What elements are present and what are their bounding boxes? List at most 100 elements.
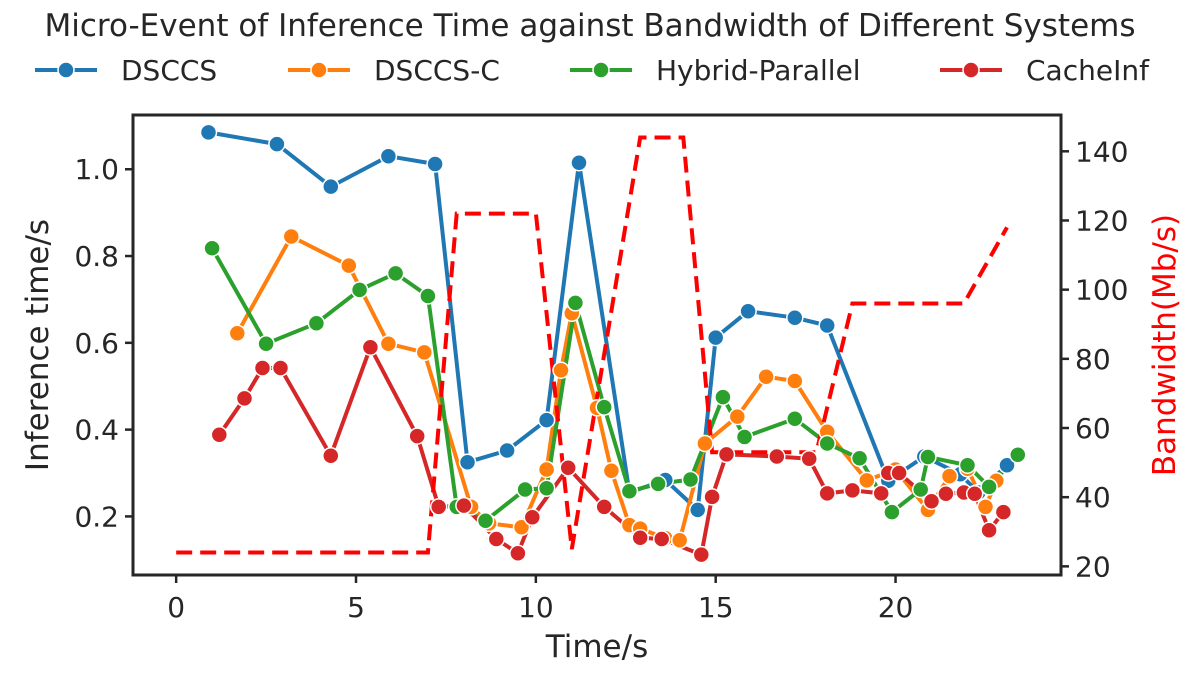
point-cacheinf <box>937 485 955 503</box>
point-dsccs-c <box>976 498 995 516</box>
point-hybrid-parallel <box>919 448 937 466</box>
point-cacheinf <box>487 530 506 548</box>
point-dsccs <box>199 123 218 142</box>
point-dsccs-c <box>379 334 398 353</box>
point-dsccs <box>688 501 707 519</box>
point-hybrid-parallel <box>566 294 585 312</box>
point-cacheinf <box>408 427 426 445</box>
point-hybrid-parallel <box>307 314 326 333</box>
point-cacheinf <box>652 530 671 548</box>
y-axis-label: Inference time/s <box>20 219 56 471</box>
x-tick-label: 5 <box>347 591 365 624</box>
point-hybrid-parallel <box>203 239 221 257</box>
point-cacheinf <box>210 426 229 444</box>
point-dsccs-c <box>228 324 247 343</box>
y2-tick-label: 60 <box>1075 412 1111 445</box>
point-cacheinf <box>717 445 736 464</box>
point-hybrid-parallel <box>649 475 667 493</box>
point-dsccs <box>818 316 836 335</box>
point-cacheinf <box>509 544 527 563</box>
legend-marker <box>592 61 610 79</box>
point-hybrid-parallel <box>883 503 901 521</box>
point-cacheinf <box>253 359 272 377</box>
point-hybrid-parallel <box>257 334 275 353</box>
point-cacheinf <box>322 446 340 465</box>
point-cacheinf <box>523 508 542 527</box>
point-dsccs-c <box>858 471 876 490</box>
point-cacheinf <box>455 496 473 515</box>
point-dsccs <box>458 453 477 471</box>
point-hybrid-parallel <box>419 287 437 305</box>
point-hybrid-parallel <box>537 479 556 497</box>
legend: DSCCS DSCCS-C Hybrid-Parallel CacheInf <box>35 54 1150 87</box>
point-cacheinf <box>703 488 721 506</box>
x-tick-label: 20 <box>878 591 914 624</box>
y2-tick-label: 40 <box>1075 481 1111 514</box>
point-dsccs-c <box>282 227 301 246</box>
point-cacheinf <box>271 359 290 377</box>
point-cacheinf <box>890 464 908 482</box>
point-hybrid-parallel <box>958 456 977 474</box>
point-dsccs-c <box>552 361 570 379</box>
y2-tick-label: 140 <box>1075 135 1128 168</box>
point-dsccs-c <box>940 467 959 485</box>
point-hybrid-parallel <box>516 480 534 499</box>
point-cacheinf <box>818 484 836 503</box>
point-dsccs-c <box>415 343 434 362</box>
point-cacheinf <box>361 338 380 356</box>
point-dsccs <box>998 456 1016 474</box>
point-dsccs-c <box>670 531 689 550</box>
point-dsccs-c <box>537 460 556 479</box>
y2-tick-label: 80 <box>1075 343 1111 376</box>
point-dsccs <box>498 441 516 460</box>
legend-label: CacheInf <box>1026 54 1150 87</box>
x-axis: 0 5 10 15 20 <box>167 575 913 624</box>
point-cacheinf <box>429 498 448 516</box>
point-cacheinf <box>872 484 890 503</box>
point-dsccs <box>426 155 444 173</box>
point-hybrid-parallel <box>735 428 754 446</box>
point-dsccs <box>706 328 725 347</box>
point-dsccs <box>786 308 804 327</box>
y-axis-left: 0.2 0.4 0.6 0.8 1.0 <box>74 153 133 533</box>
point-cacheinf <box>965 485 984 503</box>
point-dsccs-c <box>757 367 775 386</box>
point-hybrid-parallel <box>818 434 836 453</box>
point-dsccs <box>322 177 340 196</box>
point-dsccs-c <box>602 462 621 480</box>
point-dsccs-c <box>340 256 358 275</box>
legend-label: DSCCS <box>121 54 217 87</box>
y-tick-label: 0.8 <box>74 240 119 273</box>
y-axis-right: 20 40 60 80 100 120 140 <box>1061 135 1128 583</box>
point-hybrid-parallel <box>786 410 804 428</box>
chart-title: Micro-Event of Inference Time against Ba… <box>44 8 1135 44</box>
point-cacheinf <box>800 449 818 468</box>
y2-axis-label: Bandwidth(Mb/s) <box>1147 214 1183 476</box>
x-tick-label: 0 <box>167 591 185 624</box>
y-tick-label: 0.4 <box>74 414 119 447</box>
point-cacheinf <box>595 498 613 516</box>
x-tick-label: 10 <box>518 591 554 624</box>
bandwidth-line <box>176 135 1009 555</box>
point-dsccs <box>379 147 398 165</box>
point-dsccs-c <box>786 372 804 390</box>
point-dsccs <box>268 135 286 153</box>
x-axis-label: Time/s <box>545 629 648 665</box>
x-tick-label: 15 <box>698 591 734 624</box>
point-cacheinf <box>631 528 649 547</box>
point-cacheinf <box>843 481 862 500</box>
point-cacheinf <box>980 521 998 540</box>
point-hybrid-parallel <box>386 264 405 283</box>
legend-marker <box>57 61 75 79</box>
point-dsccs-c <box>696 434 714 453</box>
point-dsccs <box>739 302 757 320</box>
point-hybrid-parallel <box>350 281 369 299</box>
legend-label: Hybrid-Parallel <box>656 54 861 87</box>
point-cacheinf <box>768 447 786 466</box>
point-hybrid-parallel <box>595 398 613 416</box>
point-cacheinf <box>692 545 711 564</box>
point-hybrid-parallel <box>850 449 869 468</box>
point-hybrid-parallel <box>714 388 732 406</box>
point-hybrid-parallel <box>980 478 998 496</box>
